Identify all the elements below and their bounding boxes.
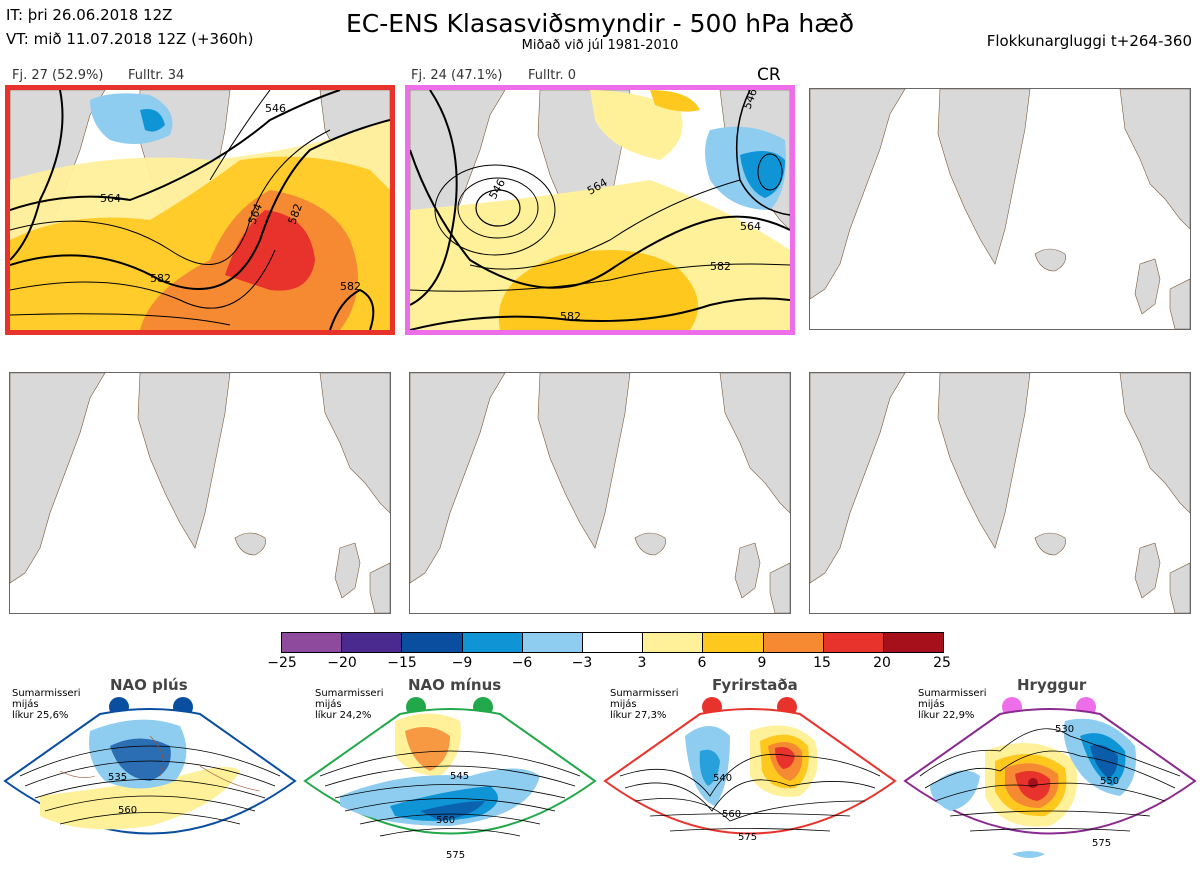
regime-contour-label: 560 — [722, 809, 741, 820]
regime-contour-label: 540 — [713, 773, 732, 784]
cluster-1-contour-label: 582 — [340, 280, 361, 293]
colorbar-swatch — [763, 633, 824, 652]
regime-title: NAO plús — [110, 676, 188, 694]
cluster-2-contour-label: 546 — [486, 177, 508, 202]
page-subtitle: Miðað við júl 1981-2010 — [521, 38, 679, 53]
regime-probability: líkur 27,3% — [610, 710, 667, 721]
colorbar-tick: 6 — [697, 655, 707, 671]
cluster-1-member: Fulltr. 34 — [128, 68, 185, 83]
empty-map-panel — [9, 372, 391, 614]
colorbar — [281, 632, 944, 653]
empty-map-panel — [409, 372, 791, 614]
colorbar-swatch — [823, 633, 884, 652]
colorbar-tick: 25 — [933, 655, 951, 671]
cluster-2-member: Fulltr. 0 — [528, 68, 577, 83]
cluster-2-label: Fj. 24 (47.1%) — [411, 68, 503, 83]
regime-season: Sumarmisseri — [315, 688, 384, 699]
regime-type: mijás — [12, 699, 39, 710]
colorbar-tick: 15 — [813, 655, 831, 671]
colorbar-swatch — [462, 633, 523, 652]
colorbar-tick: −25 — [267, 655, 297, 671]
colorbar-swatch — [282, 633, 343, 652]
regime-probability: líkur 25,6% — [12, 710, 69, 721]
colorbar-tick: 20 — [873, 655, 891, 671]
regime-title: NAO mínus — [408, 676, 502, 694]
regime-contour-label: 575 — [446, 850, 465, 861]
regime-type: mijás — [918, 699, 945, 710]
empty-map-panel — [809, 88, 1191, 330]
regime-ridge: Sumarmisseri mijás líkur 22,9% Hryggur 5… — [900, 676, 1200, 871]
regime-season: Sumarmisseri — [918, 688, 987, 699]
cluster-1-label: Fj. 27 (52.9%) — [12, 68, 104, 83]
colorbar-swatch — [402, 633, 463, 652]
cluster-1-map: 546 564 582 582 564 582 — [5, 85, 395, 335]
classification-window: Flokkunargluggi t+264-360 — [986, 32, 1192, 50]
regime-season: Sumarmisseri — [610, 688, 679, 699]
regime-type: mijás — [315, 699, 342, 710]
colorbar-tick: −15 — [387, 655, 417, 671]
colorbar-swatch — [582, 633, 644, 652]
regime-contour-label: 575 — [1092, 838, 1111, 849]
cluster-1-contour-label: 564 — [100, 192, 121, 205]
colorbar-tick: 9 — [757, 655, 767, 671]
regime-nao-plus: Sumarmisseri mijás líkur 25,6% NAO plús … — [0, 676, 300, 871]
regime-type: mijás — [610, 699, 637, 710]
regime-contour-label: 560 — [118, 805, 137, 816]
colorbar-tick: −3 — [571, 655, 593, 671]
regime-contour-label: 560 — [436, 815, 455, 826]
colorbar-tick: −6 — [511, 655, 533, 671]
regime-contour-label: 575 — [738, 832, 757, 843]
regime-title: Hryggur — [1017, 676, 1087, 694]
colorbar-tick: −20 — [327, 655, 357, 671]
empty-map-panel — [809, 372, 1191, 614]
init-time: IT: þri 26.06.2018 12Z — [6, 6, 173, 24]
regime-season: Sumarmisseri — [12, 688, 81, 699]
colorbar-swatch — [703, 633, 764, 652]
regime-contour-label: 535 — [108, 772, 127, 783]
page-title: EC-ENS Klasasviðsmyndir - 500 hPa hæð — [345, 9, 855, 38]
colorbar-tick: 3 — [637, 655, 647, 671]
cluster-1-contour-label: 582 — [150, 272, 171, 285]
cluster-2-contour-label: 564 — [740, 220, 761, 233]
cluster-2-contour-label: 582 — [710, 260, 731, 273]
regime-probability: líkur 22,9% — [918, 710, 975, 721]
colorbar-tick: −9 — [451, 655, 473, 671]
regime-blocking: Sumarmisseri mijás líkur 27,3% Fyrirstað… — [600, 676, 900, 871]
cluster-2-contour-label: 582 — [560, 310, 581, 323]
regime-contour-label: 545 — [450, 771, 469, 782]
colorbar-swatch — [522, 633, 583, 652]
colorbar-swatch — [643, 633, 704, 652]
cluster-2-tag: CR — [757, 65, 781, 85]
regime-contour-label: 550 — [1100, 776, 1119, 787]
regime-probability: líkur 24,2% — [315, 710, 372, 721]
regime-title: Fyrirstaða — [712, 676, 798, 694]
regime-nao-minus: Sumarmisseri mijás líkur 24,2% NAO mínus… — [300, 676, 600, 871]
cluster-1-contour-label: 546 — [265, 102, 286, 115]
cluster-2-map: 546 564 564 582 582 546 — [405, 85, 795, 335]
colorbar-swatch — [342, 633, 403, 652]
regime-contour-label: 530 — [1055, 724, 1074, 735]
valid-time: VT: mið 11.07.2018 12Z (+360h) — [6, 30, 254, 48]
colorbar-swatch — [883, 633, 944, 652]
